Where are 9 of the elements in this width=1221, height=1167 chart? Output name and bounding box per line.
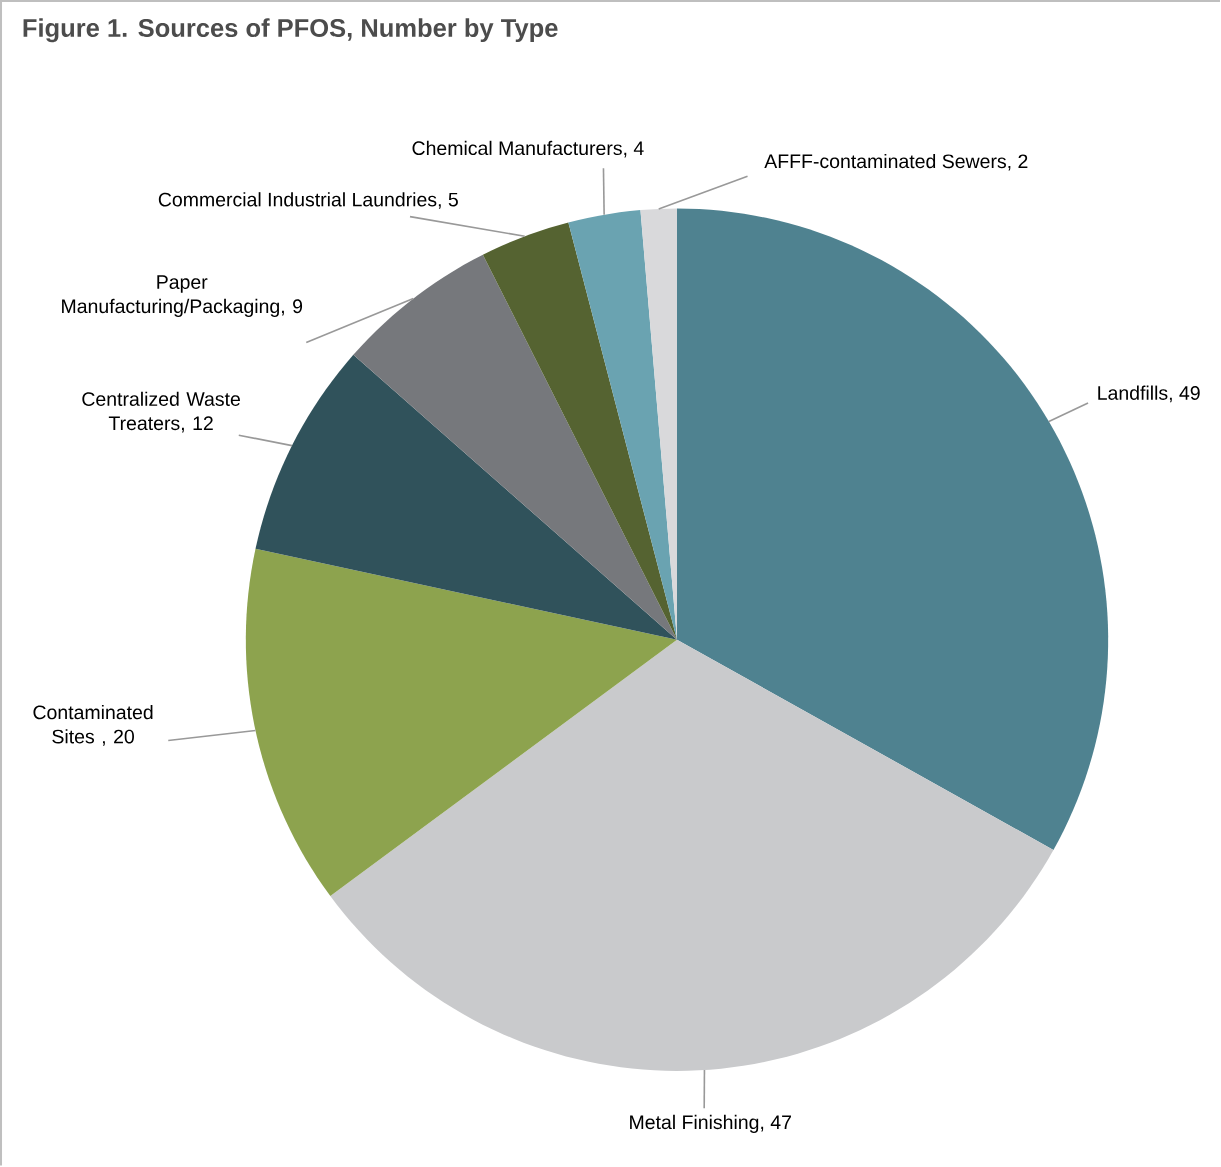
slice-label: Landfills, 49 — [1098, 385, 1200, 403]
slice-label: Chemical Manufacturers, 4 — [412, 140, 644, 158]
slice-label: Commercial Industrial Laundries, 5 — [158, 192, 458, 209]
slice-label: Centralized Waste Treaters, 12 — [82, 391, 240, 433]
slice-label: Metal Finishing, 47 — [630, 1115, 791, 1134]
slice-label: AFFF-contaminated Sewers, 2 — [764, 154, 1028, 171]
slice-label: Paper Manufacturing/Packaging, 9 — [62, 275, 303, 318]
slice-label: Contaminated Sites , 20 — [33, 705, 153, 746]
chart-title: Figure 1. Sources of PFOS, Number by Type — [23, 18, 558, 43]
